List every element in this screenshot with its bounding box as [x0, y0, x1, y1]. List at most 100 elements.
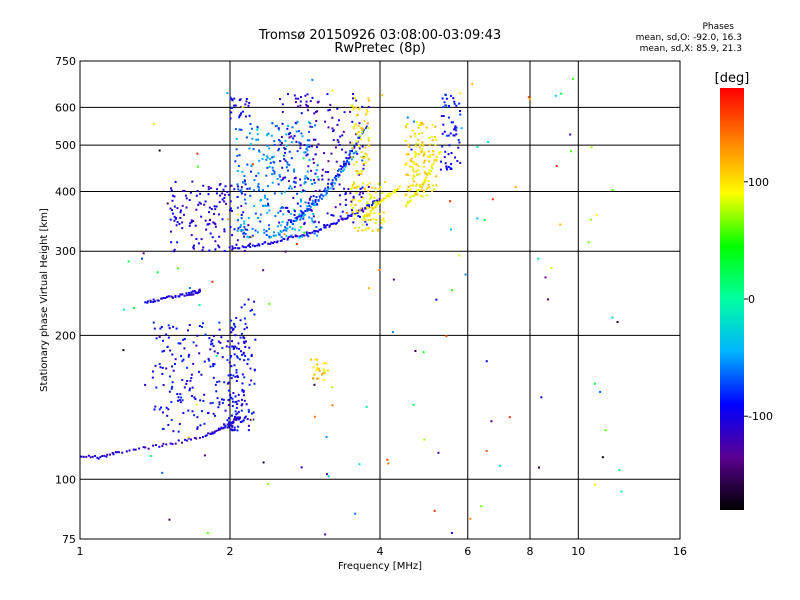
data-point [264, 241, 267, 244]
data-point [422, 154, 425, 157]
data-point [293, 220, 296, 223]
data-point [177, 430, 180, 433]
data-point [324, 193, 327, 196]
data-point [233, 188, 236, 191]
data-point [440, 160, 443, 163]
data-point [349, 192, 352, 195]
data-point [409, 135, 412, 138]
data-point [309, 179, 312, 182]
data-point [314, 189, 317, 192]
data-point [185, 382, 188, 385]
data-point [176, 241, 179, 244]
data-point [284, 226, 287, 229]
data-point [213, 350, 216, 353]
data-point [224, 409, 227, 412]
data-point [233, 104, 236, 107]
data-point [221, 198, 224, 201]
data-point [187, 436, 190, 439]
data-point [331, 222, 334, 225]
data-point [82, 455, 85, 458]
data-point [316, 377, 319, 380]
data-point [435, 298, 438, 301]
data-point [271, 166, 274, 169]
data-point [363, 214, 366, 217]
data-point [407, 143, 410, 146]
data-point [345, 211, 348, 214]
data-point [234, 325, 237, 328]
data-point [284, 176, 287, 179]
data-point [138, 447, 141, 450]
data-point [604, 429, 607, 432]
data-point [257, 186, 260, 189]
data-point [339, 165, 342, 168]
data-point [249, 309, 252, 312]
data-point [237, 347, 240, 350]
data-point [289, 225, 292, 228]
data-point [330, 152, 333, 155]
data-point [230, 184, 233, 187]
data-point [193, 437, 196, 440]
data-point [199, 424, 202, 427]
data-point [252, 411, 255, 414]
data-point [245, 326, 248, 329]
data-point [214, 225, 217, 228]
data-point [186, 366, 189, 369]
data-point [348, 153, 351, 156]
data-point [611, 189, 614, 192]
data-point [355, 161, 358, 164]
data-point [101, 455, 104, 458]
data-point [235, 369, 238, 372]
data-point [349, 152, 352, 155]
data-point [368, 181, 371, 184]
data-point [152, 321, 155, 324]
data-point [133, 307, 136, 310]
data-point [485, 360, 488, 363]
data-point [246, 362, 249, 365]
data-point [283, 190, 286, 193]
data-point [188, 387, 191, 390]
data-point [281, 103, 284, 106]
data-point [368, 205, 371, 208]
data-point [303, 221, 306, 224]
data-point [417, 139, 420, 142]
data-point [438, 151, 441, 154]
data-point [178, 222, 181, 225]
data-point [246, 358, 249, 361]
data-point [351, 186, 354, 189]
data-point [354, 203, 357, 206]
data-point [134, 448, 137, 451]
data-point [353, 146, 356, 149]
data-point [368, 215, 371, 218]
data-point [262, 188, 265, 191]
data-point [239, 226, 242, 229]
data-point [352, 108, 355, 111]
data-point [175, 224, 178, 227]
data-point [365, 223, 368, 226]
data-point [214, 383, 217, 386]
data-point [441, 132, 444, 135]
data-point [418, 153, 421, 156]
data-point [350, 158, 353, 161]
data-point [196, 416, 199, 419]
data-point [240, 186, 243, 189]
data-point [303, 189, 306, 192]
colorbar [720, 88, 744, 510]
data-point [235, 243, 238, 246]
data-point [257, 217, 260, 220]
data-point [280, 136, 283, 139]
data-point [308, 197, 311, 200]
data-point [240, 409, 243, 412]
data-point [237, 425, 240, 428]
data-point [428, 160, 431, 163]
data-point [264, 204, 267, 207]
data-point [340, 167, 343, 170]
data-point [487, 140, 490, 143]
data-point [358, 171, 361, 174]
data-point [180, 441, 183, 444]
data-point [246, 187, 249, 190]
data-point [350, 200, 353, 203]
data-point [271, 122, 274, 125]
data-point [357, 229, 360, 232]
data-point [243, 198, 246, 201]
